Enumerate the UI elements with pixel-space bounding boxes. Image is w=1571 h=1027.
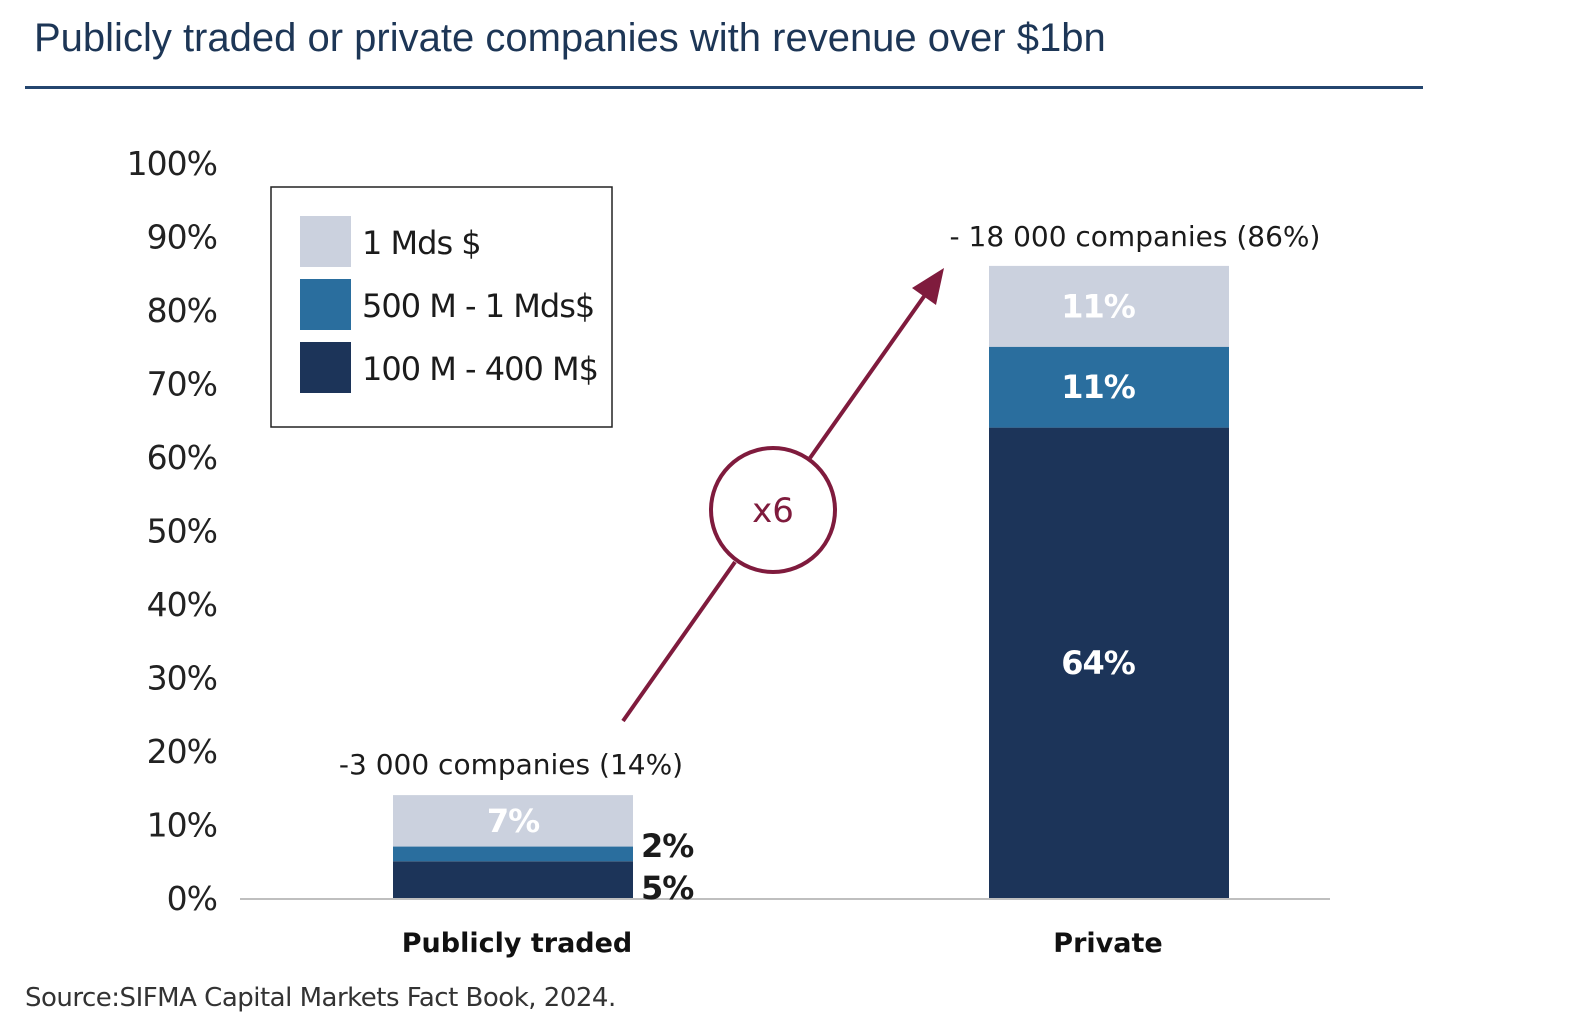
- data-label: 11%: [1061, 368, 1136, 406]
- y-axis: 0% 10% 20% 30% 40% 50% 60% 70% 80% 90% 100%: [127, 144, 218, 918]
- bar-annotations: 5% 2% 7% 64% 11% 11% -3 000 companies (14%) - 1…: [339, 220, 1321, 907]
- data-label: 64%: [1061, 644, 1136, 682]
- legend: 1 Mds $ 500 M - 1 Mds$ 100 M - 400 M$: [270, 186, 613, 428]
- y-tick-label: 90%: [147, 218, 217, 257]
- legend-label: 100 M - 400 M$: [362, 350, 598, 388]
- category-label: Publicly traded: [402, 928, 633, 959]
- bar-segment: [393, 861, 633, 898]
- y-tick-label: 20%: [147, 732, 217, 771]
- arrow-head: [912, 268, 944, 305]
- y-tick-label: 50%: [147, 512, 217, 551]
- data-label: 11%: [1061, 287, 1136, 325]
- bar-segment: [393, 795, 633, 847]
- legend-label: 1 Mds $: [362, 224, 481, 262]
- legend-swatch: [300, 279, 351, 330]
- data-label: 2%: [641, 827, 694, 865]
- y-tick-label: 80%: [147, 291, 217, 330]
- bars: [393, 265, 1229, 898]
- arrow-label: x6: [752, 491, 794, 531]
- y-tick-label: 0%: [167, 879, 217, 918]
- y-tick-label: 30%: [147, 659, 217, 698]
- arrow-circle: [709, 446, 837, 574]
- bar-segment: [989, 346, 1229, 428]
- y-tick-label: 40%: [147, 585, 217, 624]
- bar-segment: [989, 427, 1229, 898]
- y-tick-label: 100%: [127, 144, 217, 183]
- bar-segment: [393, 846, 633, 862]
- category-label: Private: [1053, 928, 1162, 959]
- legend-swatch: [300, 342, 351, 393]
- bar-segment: [989, 265, 1229, 347]
- y-tick-label: 70%: [147, 365, 217, 404]
- legend-swatch: [300, 216, 351, 267]
- growth-arrow: x6: [621, 268, 944, 723]
- chart-title: Publicly traded or private companies wit…: [34, 16, 1106, 60]
- data-label: 7%: [487, 802, 540, 840]
- data-label: 5%: [641, 869, 694, 907]
- arrow-shaft: [808, 293, 927, 460]
- x-axis: Publicly traded Private: [402, 928, 1163, 959]
- title-underline: [25, 86, 1423, 89]
- legend-label: 500 M - 1 Mds$: [362, 287, 594, 325]
- arrow-shaft: [621, 560, 737, 723]
- bar-total-annotation: -3 000 companies (14%): [339, 748, 683, 781]
- bar-total-annotation: - 18 000 companies (86%): [950, 220, 1321, 253]
- y-tick-label: 10%: [147, 806, 217, 845]
- y-tick-label: 60%: [147, 438, 217, 477]
- source-note: Source:SIFMA Capital Markets Fact Book, …: [25, 983, 616, 1013]
